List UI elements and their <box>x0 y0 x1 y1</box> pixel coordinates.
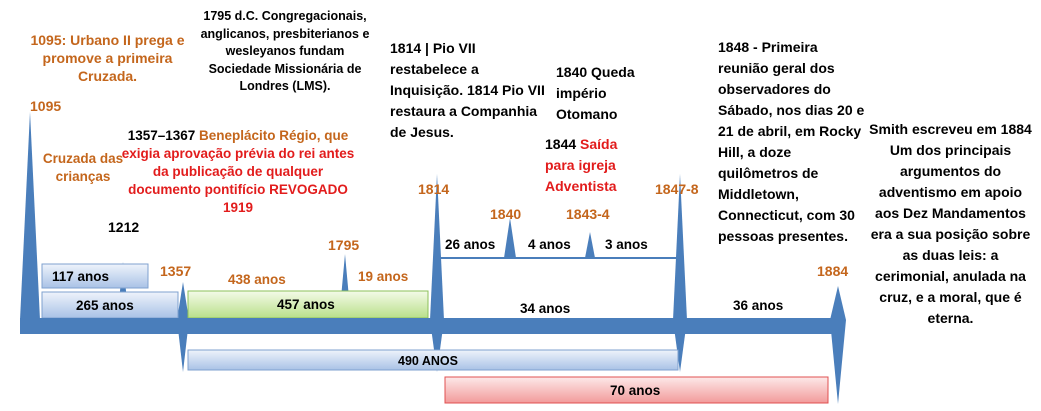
event-years: 1357–1367 <box>127 128 196 143</box>
year-label: 1847-8 <box>655 181 699 197</box>
year-label: 1884 <box>817 263 849 279</box>
event-title: Beneplácito Régio, que <box>199 128 349 143</box>
span-box <box>187 349 679 371</box>
event-text: exigia aprovação prévia do rei antes da … <box>121 146 355 215</box>
duration-label: 36 anos <box>733 298 784 313</box>
year-label: 1840 <box>490 206 522 222</box>
year-label: 1095 <box>30 98 62 114</box>
event-text: 1095: Urbano II prega e promove a primei… <box>30 32 185 84</box>
event-text: 1848 - Primeira reunião geral dos observ… <box>718 39 865 244</box>
duration-label: 438 anos <box>228 272 286 287</box>
span-box <box>444 376 829 404</box>
span-box <box>187 290 429 319</box>
event-year: 1844 <box>545 136 577 152</box>
event-text: 1840 Queda império Otomano <box>556 64 635 122</box>
event-text: 1357–1367 Beneplácito Régio, que exigia … <box>118 127 358 217</box>
event-text: Smith escreveu em 1884 Um dos principais… <box>869 121 1032 326</box>
year-label: 1843-4 <box>566 206 610 222</box>
event-text: 1844 Saída para igreja Adventista <box>545 134 645 197</box>
duration-label: 457 anos <box>277 297 335 312</box>
span-box <box>41 263 149 289</box>
year-label: 1814 <box>418 181 450 197</box>
spikes <box>20 112 846 404</box>
duration-label: 26 anos <box>445 237 496 252</box>
event-text: 1814 | Pio VII restabelece a Inquisição.… <box>390 40 545 140</box>
event-text: Saída para igreja Adventista <box>545 136 618 194</box>
duration-label: 70 anos <box>610 383 661 398</box>
duration-label: 4 anos <box>528 237 571 252</box>
year-label: 1357 <box>160 263 192 279</box>
event-text: 1795 d.C. Congregacionais, anglicanos, p… <box>200 9 370 93</box>
duration-label: 19 anos <box>358 269 409 284</box>
duration-label: 117 anos <box>52 269 110 284</box>
duration-label: 3 anos <box>605 237 648 252</box>
year-label: 1212 <box>108 219 140 235</box>
duration-label: 265 anos <box>76 298 134 313</box>
event-text: Cruzada das crianças <box>42 151 124 184</box>
main-axis <box>20 318 840 334</box>
year-label: 1795 <box>328 237 360 253</box>
duration-label: 490 ANOS <box>398 354 458 368</box>
duration-label: 34 anos <box>520 301 571 316</box>
